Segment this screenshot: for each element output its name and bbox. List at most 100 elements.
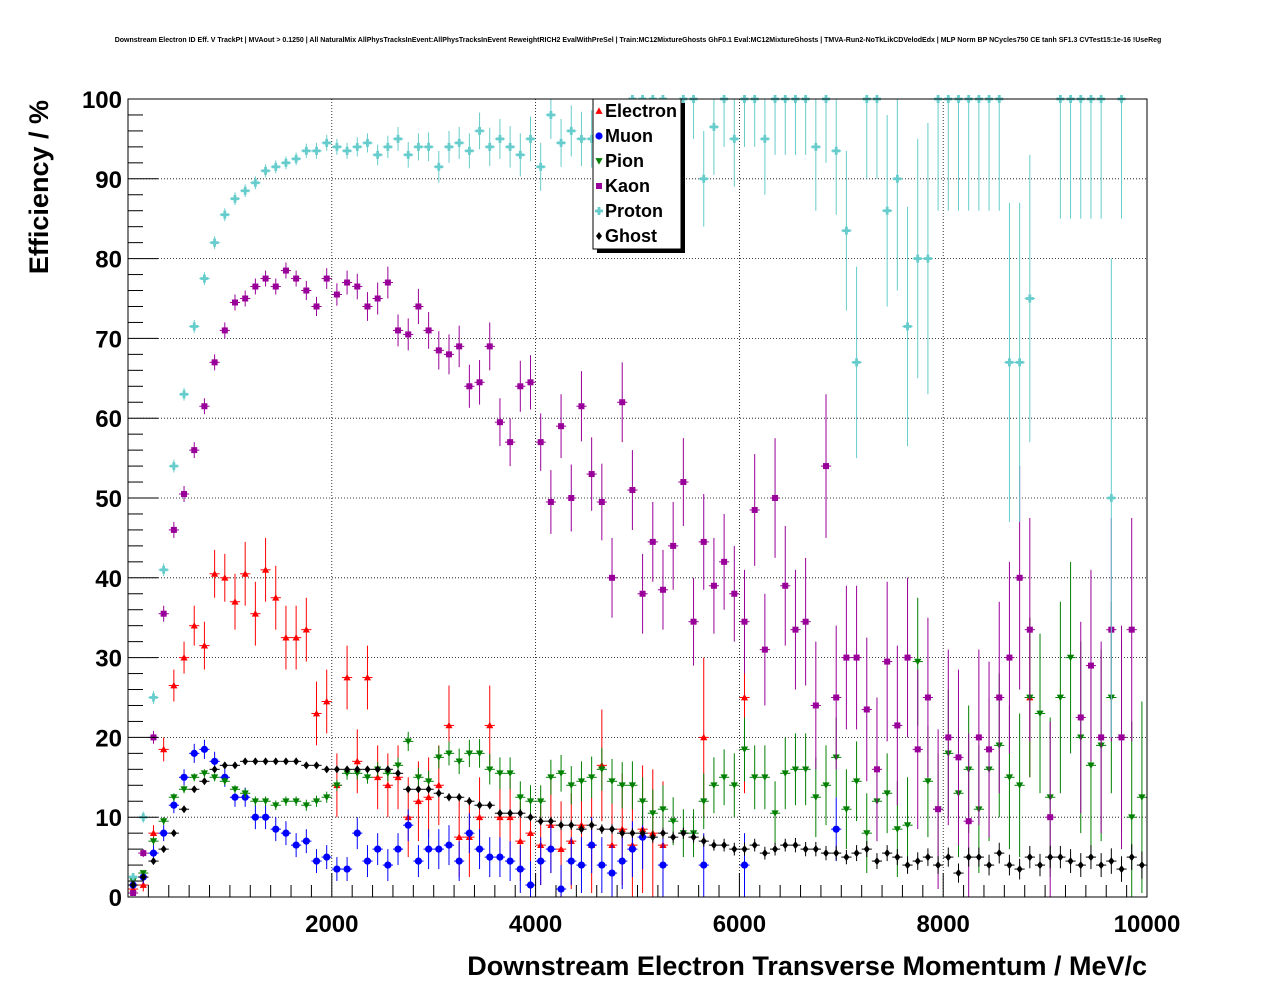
point-marker bbox=[863, 706, 870, 713]
point-marker bbox=[1138, 861, 1145, 870]
data-point bbox=[882, 753, 893, 834]
point-marker bbox=[415, 785, 422, 794]
point-marker bbox=[578, 403, 585, 410]
data-point bbox=[382, 849, 393, 882]
point-marker bbox=[404, 821, 412, 829]
point-marker bbox=[303, 287, 310, 294]
data-point bbox=[983, 95, 995, 211]
point-marker bbox=[986, 861, 993, 870]
data-point bbox=[209, 773, 220, 782]
point-marker bbox=[537, 817, 544, 826]
data-point bbox=[566, 766, 577, 805]
point-marker bbox=[1005, 774, 1014, 781]
marker-bar bbox=[243, 186, 247, 195]
point-marker bbox=[1057, 853, 1064, 862]
marker-bar bbox=[253, 178, 257, 187]
marker-bar bbox=[182, 390, 186, 399]
data-point bbox=[311, 795, 322, 807]
data-point bbox=[902, 577, 913, 738]
point-marker bbox=[517, 383, 524, 390]
point-marker bbox=[130, 890, 137, 897]
data-point bbox=[1126, 844, 1137, 870]
data-point bbox=[596, 747, 607, 791]
point-marker bbox=[211, 774, 219, 781]
point-marker bbox=[842, 226, 851, 235]
point-marker bbox=[945, 853, 952, 862]
data-point bbox=[994, 842, 1005, 864]
data-point bbox=[535, 837, 546, 886]
data-point bbox=[403, 785, 414, 794]
data-point bbox=[902, 856, 913, 874]
point-marker bbox=[272, 594, 280, 601]
marker-bar bbox=[447, 142, 451, 151]
data-point bbox=[178, 387, 190, 401]
data-point bbox=[229, 761, 241, 770]
data-point bbox=[454, 841, 465, 882]
data-point bbox=[433, 746, 444, 769]
point-marker bbox=[557, 885, 565, 893]
data-point bbox=[168, 521, 179, 538]
point-marker bbox=[506, 142, 515, 151]
point-marker bbox=[628, 782, 637, 789]
marker-bar bbox=[844, 226, 848, 235]
point-marker bbox=[996, 694, 1003, 701]
point-marker bbox=[181, 805, 188, 814]
point-marker bbox=[435, 347, 442, 354]
point-marker bbox=[150, 857, 157, 866]
data-point bbox=[392, 126, 404, 151]
data-point bbox=[240, 757, 251, 766]
marker-bar bbox=[712, 122, 716, 131]
data-point bbox=[372, 144, 383, 166]
marker-bar bbox=[315, 146, 318, 155]
point-marker bbox=[568, 495, 575, 501]
data-point bbox=[301, 143, 312, 159]
data-point bbox=[820, 845, 832, 861]
point-marker bbox=[802, 845, 809, 854]
data-point bbox=[138, 849, 149, 858]
point-marker bbox=[812, 845, 819, 854]
point-marker bbox=[547, 845, 555, 853]
data-point bbox=[1096, 853, 1107, 878]
point-marker bbox=[180, 654, 188, 661]
data-point bbox=[749, 745, 760, 810]
point-marker bbox=[496, 853, 504, 861]
point-marker bbox=[618, 782, 626, 789]
data-point bbox=[800, 733, 811, 806]
y-tick-label: 30 bbox=[95, 646, 122, 673]
data-point bbox=[1126, 721, 1137, 897]
marker-bar bbox=[559, 138, 563, 147]
data-point bbox=[454, 325, 465, 368]
data-point bbox=[912, 138, 923, 379]
data-point bbox=[606, 845, 618, 897]
point-marker bbox=[709, 122, 718, 131]
point-marker bbox=[251, 798, 259, 805]
data-point bbox=[148, 691, 159, 704]
data-point bbox=[841, 585, 852, 730]
legend-marker-ghost bbox=[596, 232, 602, 240]
y-tick-label: 70 bbox=[95, 326, 122, 353]
point-marker bbox=[323, 275, 330, 282]
point-marker bbox=[251, 610, 259, 617]
point-marker bbox=[170, 681, 178, 689]
point-marker bbox=[740, 693, 749, 701]
data-point bbox=[668, 831, 679, 843]
point-marker bbox=[731, 590, 738, 597]
data-point bbox=[555, 865, 567, 897]
point-marker bbox=[475, 126, 484, 135]
point-marker bbox=[425, 327, 432, 334]
data-point bbox=[851, 585, 862, 730]
data-point bbox=[535, 817, 546, 826]
data-point bbox=[291, 796, 302, 807]
data-point bbox=[555, 118, 567, 167]
point-marker bbox=[221, 574, 229, 581]
data-point bbox=[912, 669, 923, 830]
marker-bar bbox=[498, 134, 502, 143]
data-point bbox=[780, 95, 791, 155]
data-point bbox=[515, 781, 526, 814]
point-marker bbox=[1047, 853, 1054, 862]
point-marker bbox=[1087, 762, 1095, 769]
marker-bar bbox=[1028, 294, 1032, 303]
data-point bbox=[413, 845, 424, 878]
point-marker bbox=[700, 733, 708, 741]
data-point bbox=[392, 769, 404, 778]
